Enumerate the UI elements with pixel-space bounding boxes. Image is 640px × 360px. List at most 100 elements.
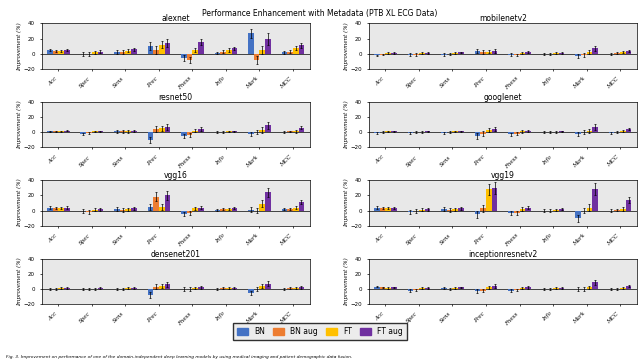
Bar: [514, 211, 520, 213]
Bar: [52, 51, 58, 54]
Bar: [232, 208, 237, 211]
Bar: [52, 208, 58, 211]
Title: densenet201: densenet201: [150, 249, 201, 258]
Bar: [480, 289, 486, 291]
Bar: [559, 209, 564, 211]
Bar: [525, 208, 531, 211]
Bar: [259, 286, 265, 289]
Bar: [193, 208, 198, 211]
Bar: [193, 288, 198, 289]
Bar: [226, 288, 232, 289]
Text: Fig. 3. Improvement on performance of one of the domain-independent deep learnin: Fig. 3. Improvement on performance of on…: [6, 355, 353, 359]
Bar: [408, 289, 413, 291]
Bar: [47, 131, 52, 132]
Bar: [592, 189, 598, 211]
Bar: [425, 288, 430, 289]
Bar: [214, 210, 220, 211]
Bar: [620, 209, 626, 211]
Bar: [114, 209, 120, 211]
Bar: [97, 288, 103, 289]
Bar: [452, 209, 458, 211]
Bar: [153, 129, 159, 132]
Bar: [164, 195, 170, 211]
Bar: [153, 287, 159, 289]
Bar: [626, 286, 632, 289]
Bar: [514, 54, 520, 55]
Bar: [475, 211, 480, 215]
Bar: [58, 51, 64, 54]
Bar: [458, 52, 464, 54]
Bar: [553, 210, 559, 211]
Title: inceptionresnetv2: inceptionresnetv2: [468, 249, 538, 258]
Bar: [508, 132, 514, 135]
Bar: [380, 288, 385, 289]
Bar: [486, 51, 492, 54]
Bar: [441, 54, 447, 55]
Bar: [187, 54, 193, 60]
Bar: [92, 210, 97, 211]
Bar: [164, 127, 170, 132]
Bar: [293, 288, 299, 289]
Bar: [586, 131, 592, 132]
Bar: [92, 52, 97, 54]
Bar: [452, 53, 458, 54]
Bar: [58, 288, 64, 289]
Legend: BN, BN aug, FT, FT aug: BN, BN aug, FT, FT aug: [233, 323, 407, 340]
Bar: [181, 211, 187, 213]
Bar: [159, 45, 164, 54]
Bar: [248, 289, 253, 293]
Bar: [452, 288, 458, 289]
Bar: [408, 132, 413, 133]
Bar: [408, 211, 413, 212]
Bar: [391, 53, 397, 54]
Bar: [586, 52, 592, 54]
Bar: [626, 129, 632, 132]
Bar: [131, 288, 137, 289]
Bar: [97, 131, 103, 132]
Bar: [282, 52, 287, 54]
Bar: [592, 282, 598, 289]
Bar: [508, 289, 514, 291]
Bar: [198, 208, 204, 211]
Bar: [380, 208, 385, 211]
Bar: [374, 287, 380, 289]
Y-axis label: Improvement (%): Improvement (%): [344, 100, 349, 149]
Bar: [559, 288, 564, 289]
Bar: [259, 50, 265, 54]
Bar: [97, 209, 103, 211]
Bar: [147, 46, 153, 54]
Bar: [159, 129, 164, 132]
Bar: [419, 288, 425, 289]
Bar: [147, 132, 153, 140]
Bar: [58, 131, 64, 132]
Bar: [153, 50, 159, 54]
Bar: [97, 51, 103, 54]
Bar: [181, 132, 187, 136]
Bar: [520, 209, 525, 211]
Bar: [147, 289, 153, 295]
Bar: [299, 202, 305, 211]
Bar: [441, 132, 447, 133]
Y-axis label: Improvement (%): Improvement (%): [17, 100, 22, 149]
Bar: [131, 208, 137, 211]
Bar: [81, 132, 86, 134]
Bar: [52, 131, 58, 132]
Bar: [419, 210, 425, 211]
Bar: [58, 208, 64, 211]
Bar: [232, 49, 237, 54]
Bar: [413, 289, 419, 290]
Title: alexnet: alexnet: [161, 14, 190, 23]
Bar: [575, 211, 581, 218]
Bar: [187, 132, 193, 135]
Bar: [131, 49, 137, 54]
Bar: [265, 39, 271, 54]
Bar: [232, 131, 237, 132]
Bar: [486, 288, 492, 289]
Bar: [248, 132, 253, 134]
Bar: [609, 132, 614, 133]
Bar: [265, 192, 271, 211]
Bar: [131, 131, 137, 132]
Bar: [425, 53, 430, 54]
Title: resnet50: resnet50: [159, 93, 193, 102]
Bar: [164, 43, 170, 54]
